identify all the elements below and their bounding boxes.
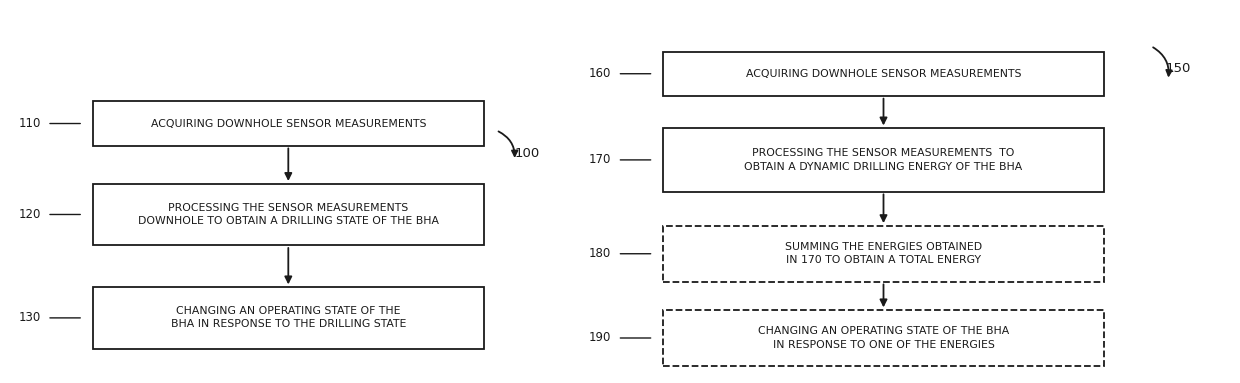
Text: PROCESSING THE SENSOR MEASUREMENTS
DOWNHOLE TO OBTAIN A DRILLING STATE OF THE BH: PROCESSING THE SENSOR MEASUREMENTS DOWNH… [138,203,439,226]
Text: 120: 120 [19,208,41,221]
Text: PROCESSING THE SENSOR MEASUREMENTS  TO
OBTAIN A DYNAMIC DRILLING ENERGY OF THE B: PROCESSING THE SENSOR MEASUREMENTS TO OB… [744,148,1023,172]
Text: SUMMING THE ENERGIES OBTAINED
IN 170 TO OBTAIN A TOTAL ENERGY: SUMMING THE ENERGIES OBTAINED IN 170 TO … [785,242,982,265]
Text: 190: 190 [589,332,611,344]
Text: CHANGING AN OPERATING STATE OF THE
BHA IN RESPONSE TO THE DRILLING STATE: CHANGING AN OPERATING STATE OF THE BHA I… [171,306,405,329]
FancyBboxPatch shape [663,52,1104,96]
Text: 110: 110 [19,117,41,130]
Text: ACQUIRING DOWNHOLE SENSOR MEASUREMENTS: ACQUIRING DOWNHOLE SENSOR MEASUREMENTS [745,69,1022,79]
Text: 180: 180 [589,247,611,260]
Text: 100: 100 [515,147,539,160]
FancyBboxPatch shape [93,101,484,146]
Text: 150: 150 [1166,62,1190,75]
Text: ACQUIRING DOWNHOLE SENSOR MEASUREMENTS: ACQUIRING DOWNHOLE SENSOR MEASUREMENTS [150,118,427,129]
Text: 160: 160 [589,67,611,80]
Text: 170: 170 [589,154,611,166]
Text: CHANGING AN OPERATING STATE OF THE BHA
IN RESPONSE TO ONE OF THE ENERGIES: CHANGING AN OPERATING STATE OF THE BHA I… [758,326,1009,350]
FancyBboxPatch shape [663,226,1104,282]
Text: 130: 130 [19,311,41,324]
FancyBboxPatch shape [663,128,1104,192]
FancyBboxPatch shape [93,184,484,245]
FancyBboxPatch shape [93,287,484,349]
FancyBboxPatch shape [663,310,1104,366]
